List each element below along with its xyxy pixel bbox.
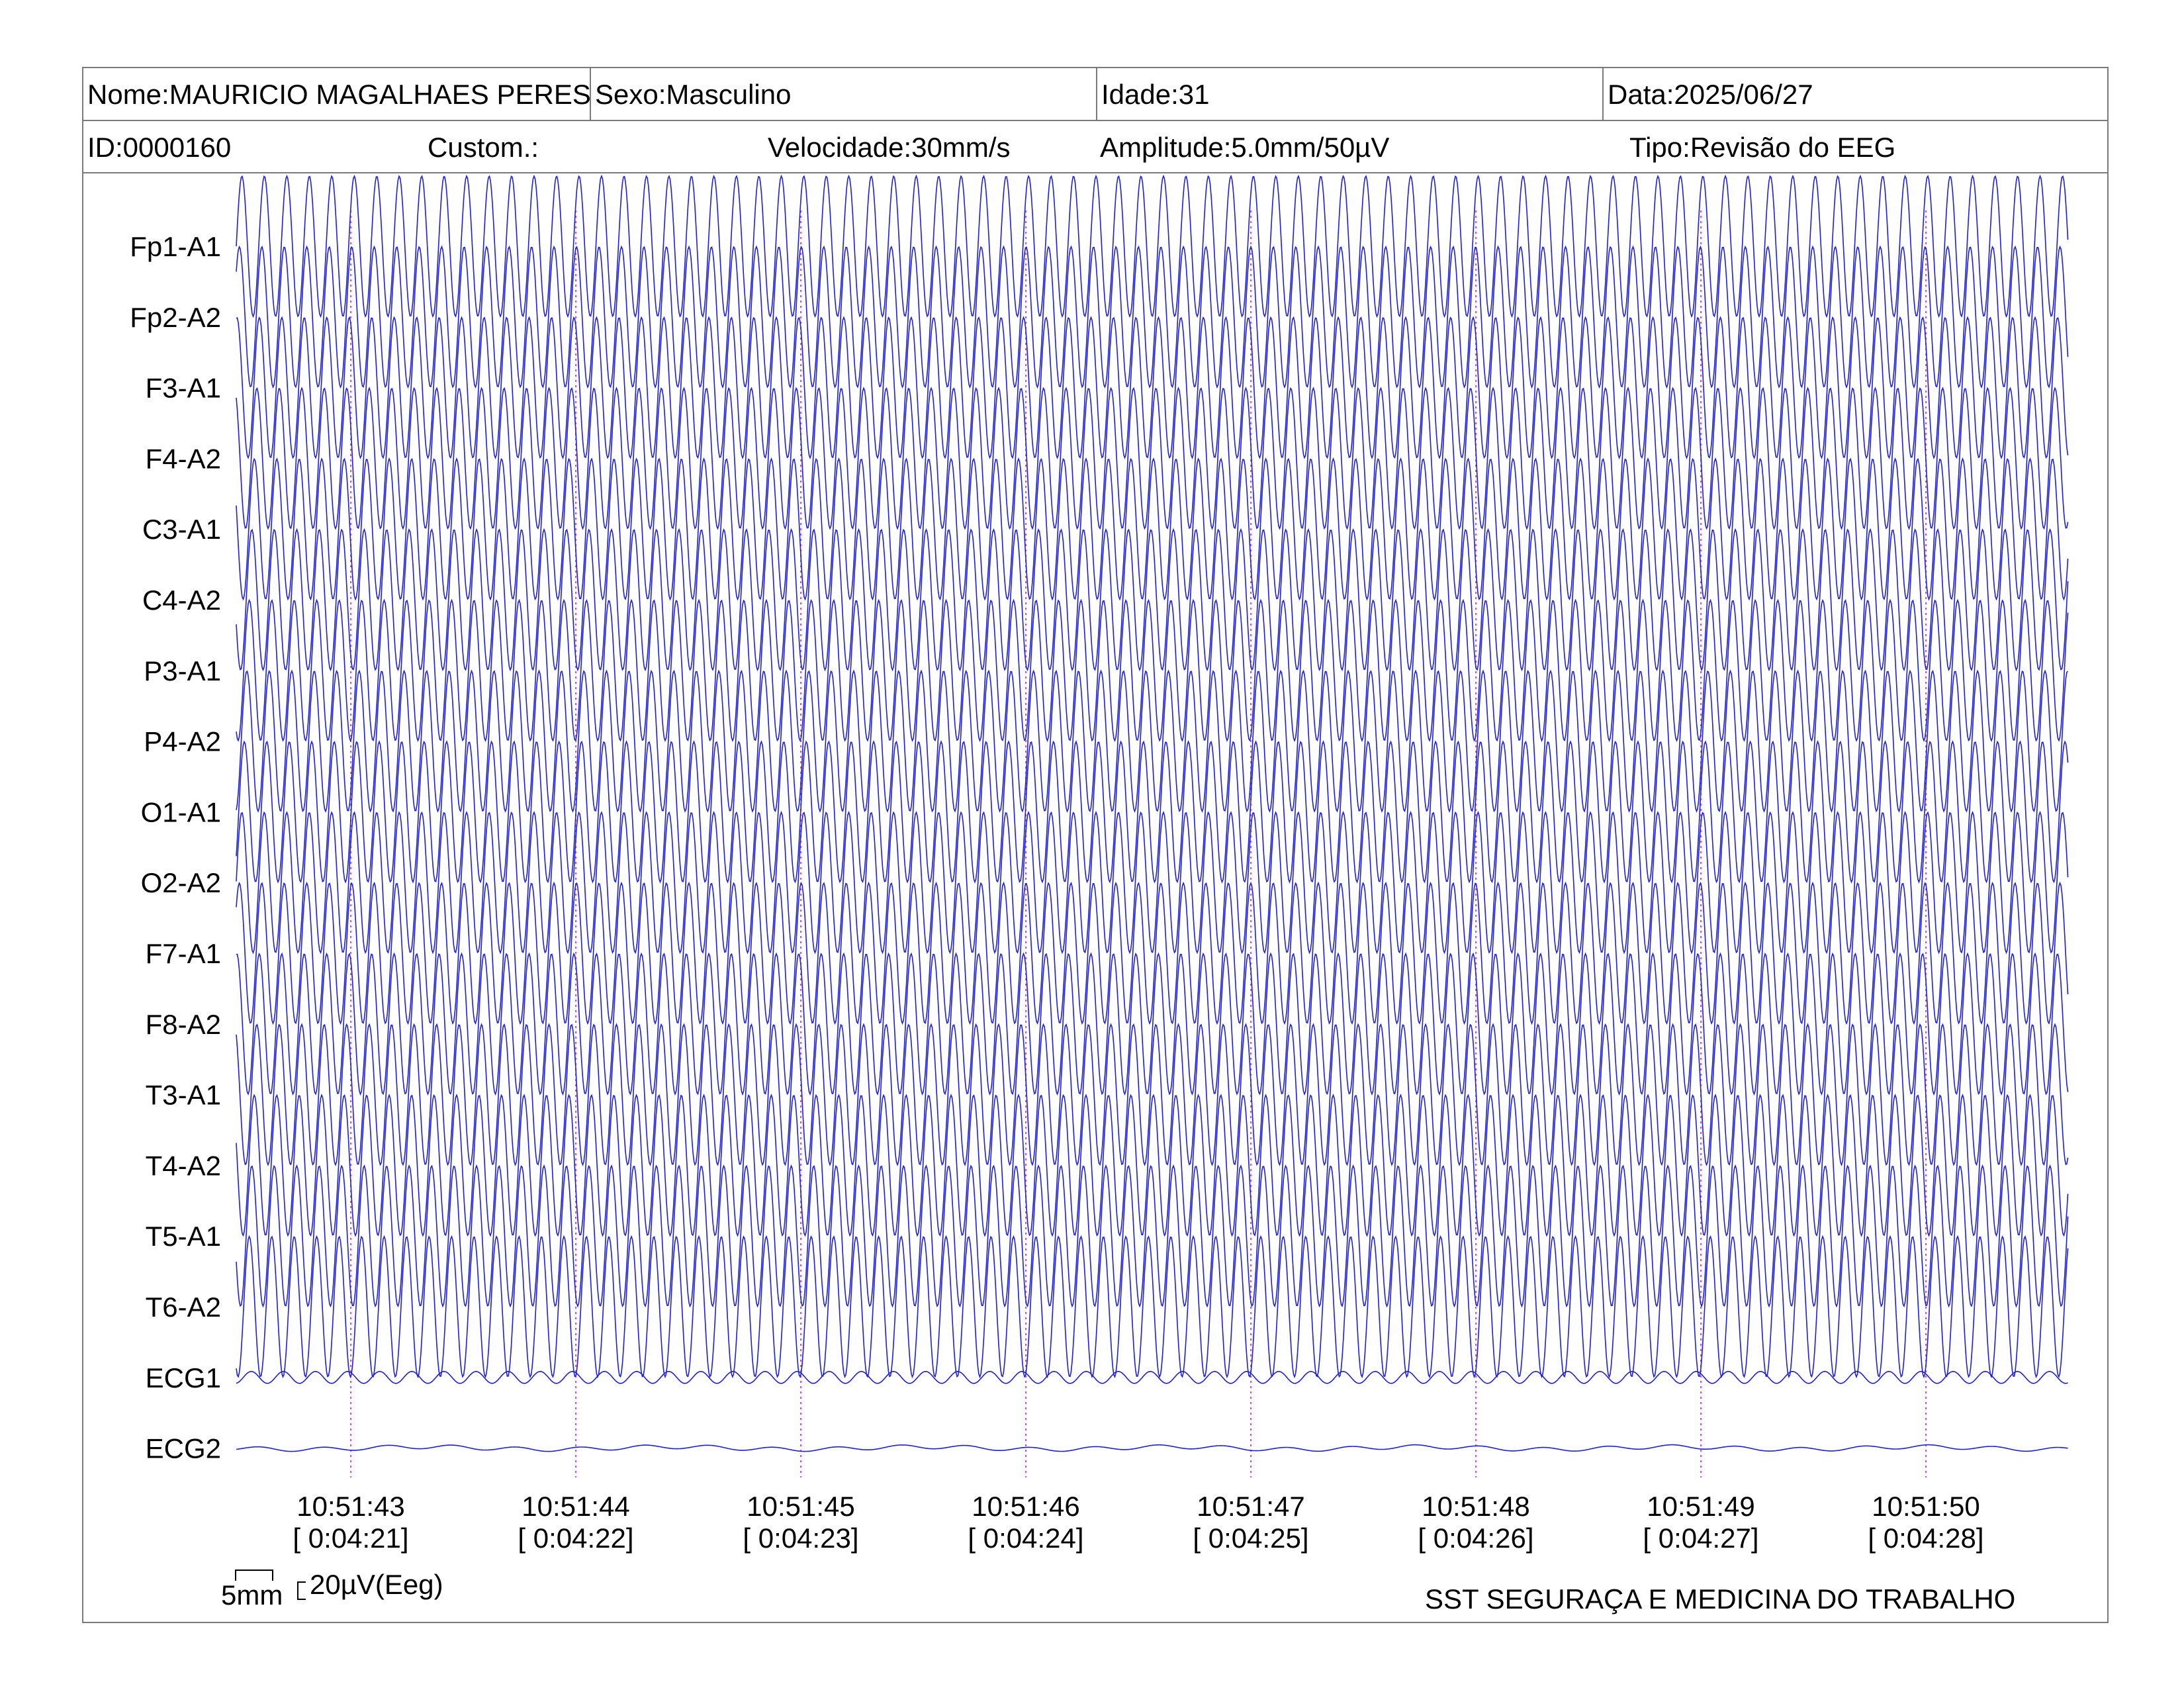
trace-c4-a2	[236, 528, 2069, 672]
patient-id: ID:0000160	[87, 132, 232, 163]
exam-type: Tipo:Revisão do EEG	[1629, 132, 1896, 163]
time-label-clock: 10:51:50	[1872, 1491, 1980, 1522]
trace-t6-a2	[236, 1235, 2069, 1379]
channel-label: C4-A2	[142, 585, 221, 616]
channel-label: F7-A1	[146, 938, 221, 969]
channel-label: T4-A2	[146, 1150, 221, 1181]
time-label-clock: 10:51:44	[522, 1491, 630, 1522]
time-label-elapsed: [ 0:04:25]	[1193, 1523, 1308, 1554]
trace-f4-a2	[236, 387, 2069, 530]
header-row-exam: ID:0000160 Custom.: Velocidade:30mm/s Am…	[83, 121, 2107, 173]
channel-label: F8-A2	[146, 1009, 221, 1040]
custom-field: Custom.:	[428, 132, 539, 163]
trace-ecg2	[236, 1444, 2068, 1452]
patient-sex: Sexo:Masculino	[590, 68, 1096, 120]
time-label-clock: 10:51:46	[972, 1491, 1080, 1522]
channel-label: T3-A1	[146, 1080, 221, 1111]
eeg-traces	[236, 174, 2069, 1452]
channel-label: ECG1	[146, 1362, 221, 1393]
trace-o1-a1	[236, 740, 2069, 884]
channel-label: F4-A2	[146, 443, 221, 474]
channel-label: O2-A2	[141, 867, 221, 898]
trace-t4-a2	[236, 1094, 2069, 1237]
patient-age: Idade:31	[1096, 68, 1602, 120]
time-scale-bracket	[235, 1570, 273, 1581]
exam-date: Data:2025/06/27	[1602, 68, 2109, 120]
trace-f8-a2	[236, 952, 2069, 1096]
trace-t5-a1	[236, 1164, 2069, 1308]
channel-label: P4-A2	[144, 726, 221, 757]
amplitude-setting: Amplitude:5.0mm/50µV	[1100, 132, 1390, 163]
trace-fp2-a2	[236, 245, 2069, 389]
trace-t3-a1	[236, 1023, 2069, 1166]
amplitude-scale-label: 20µV(Eeg)	[310, 1569, 443, 1600]
speed-setting: Velocidade:30mm/s	[768, 132, 1011, 163]
channel-label: F3-A1	[146, 373, 221, 404]
company-name: SST SEGURAÇA E MEDICINA DO TRABALHO	[1425, 1583, 2015, 1615]
trace-f7-a1	[236, 881, 2069, 1025]
scale-bar: 5mm 20µV(Eeg)	[221, 1569, 443, 1611]
channel-label: P3-A1	[144, 655, 221, 686]
time-label-clock: 10:51:48	[1422, 1491, 1530, 1522]
time-label-elapsed: [ 0:04:28]	[1868, 1523, 1983, 1554]
channel-label: O1-A1	[141, 796, 221, 827]
trace-c3-a1	[236, 457, 2069, 601]
time-label-elapsed: [ 0:04:21]	[293, 1523, 408, 1554]
time-label-elapsed: [ 0:04:23]	[743, 1523, 858, 1554]
channel-labels: Fp1-A1 Fp2-A2 F3-A1 F4-A2 C3-A1 C4-A2 P3-A1 P4-…	[130, 231, 221, 1464]
time-label-clock: 10:51:47	[1197, 1491, 1305, 1522]
header-row-patient: Nome:MAURICIO MAGALHAES PERES Sexo:Mascu…	[83, 68, 2107, 121]
time-label-elapsed: [ 0:04:27]	[1643, 1523, 1758, 1554]
time-markers	[350, 211, 1927, 1477]
channel-label: Fp2-A2	[130, 302, 221, 333]
time-label-clock: 10:51:45	[747, 1491, 855, 1522]
channel-label: ECG2	[146, 1433, 221, 1464]
time-label-elapsed: [ 0:04:26]	[1418, 1523, 1533, 1554]
time-scale-label: 5mm	[221, 1579, 283, 1611]
trace-p4-a2	[236, 669, 2069, 813]
time-label-elapsed: [ 0:04:22]	[518, 1523, 633, 1554]
channel-label: C3-A1	[142, 514, 221, 545]
trace-o2-a2	[236, 810, 2069, 955]
time-label-elapsed: [ 0:04:24]	[968, 1523, 1083, 1554]
time-labels: 10:51:43[ 0:04:21] 10:51:44[ 0:04:22] 10:5…	[293, 1491, 1983, 1554]
time-label-clock: 10:51:49	[1647, 1491, 1755, 1522]
report-frame: Nome:MAURICIO MAGALHAES PERES Sexo:Mascu…	[82, 67, 2109, 1623]
patient-name: Nome:MAURICIO MAGALHAES PERES	[87, 79, 591, 110]
time-label-clock: 10:51:43	[296, 1491, 405, 1522]
channel-label: T5-A1	[146, 1221, 221, 1252]
amplitude-scale-bracket	[297, 1581, 306, 1600]
trace-ecg1	[236, 1370, 2068, 1384]
channel-label: Fp1-A1	[130, 231, 221, 262]
channel-label: T6-A2	[146, 1291, 221, 1323]
trace-p3-a1	[236, 598, 2069, 743]
trace-f3-a1	[236, 316, 2069, 459]
trace-fp1-a1	[236, 174, 2069, 318]
